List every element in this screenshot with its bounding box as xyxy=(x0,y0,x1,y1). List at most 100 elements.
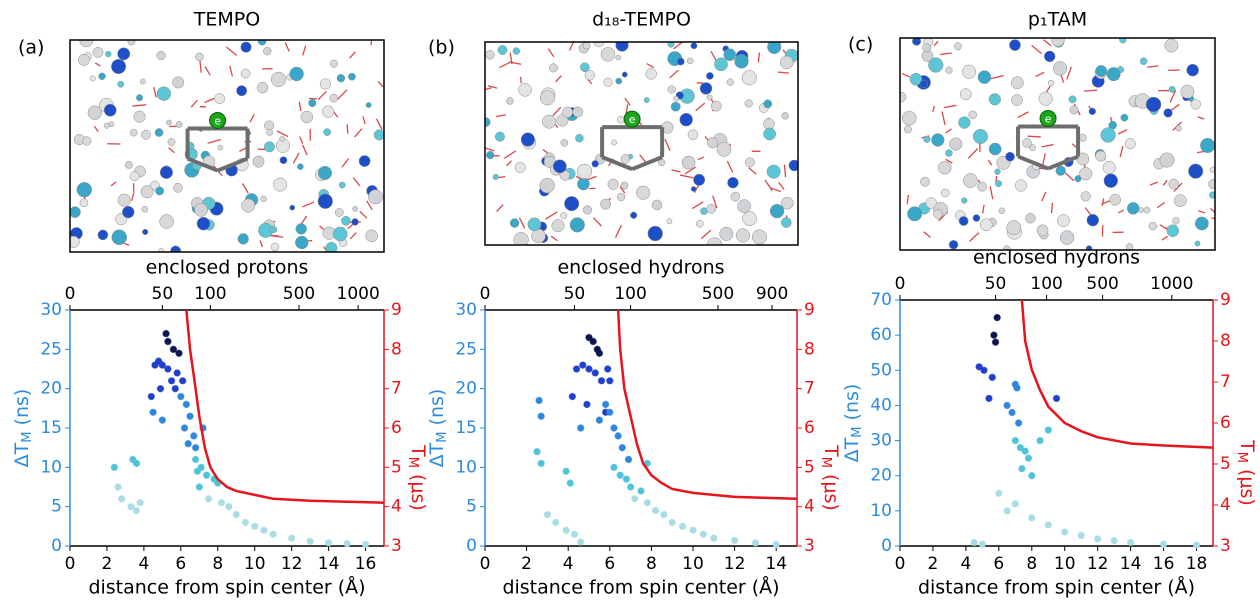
scatter-point xyxy=(990,331,998,339)
atom xyxy=(958,116,971,129)
atom xyxy=(690,186,697,192)
bond xyxy=(987,159,993,166)
atom xyxy=(317,165,332,180)
bond xyxy=(366,200,373,211)
atom xyxy=(699,82,713,95)
panel-title: d₁₈-TEMPO xyxy=(592,9,691,31)
atom xyxy=(569,217,585,233)
atom xyxy=(763,99,773,109)
bond xyxy=(317,90,327,101)
x-tick-label: 12 xyxy=(1087,554,1109,574)
x2-axis-label: enclosed protons xyxy=(146,257,309,279)
scatter-point xyxy=(147,392,155,401)
bond xyxy=(485,190,486,192)
x-tick-label: 10 xyxy=(1054,554,1076,574)
scatter-point xyxy=(537,459,545,468)
bond xyxy=(1041,191,1047,202)
y-label-main: ΔT xyxy=(426,442,448,467)
atom xyxy=(129,128,138,137)
y-tick-label: 20 xyxy=(870,466,892,486)
atom xyxy=(1068,95,1077,104)
scatter-point xyxy=(164,365,172,373)
atom xyxy=(706,94,713,101)
bond xyxy=(700,229,712,239)
image-border xyxy=(484,41,799,246)
bond xyxy=(506,160,513,167)
atom xyxy=(1175,125,1182,132)
scatter-point xyxy=(190,432,198,440)
atom xyxy=(1103,173,1118,188)
scatter-point xyxy=(1011,436,1020,445)
atom xyxy=(1085,245,1093,250)
atom xyxy=(1106,67,1121,82)
atom xyxy=(240,41,252,53)
scatter-point xyxy=(195,483,203,491)
y-axis-label: ΔTM (ns) xyxy=(11,389,35,468)
atom xyxy=(912,38,922,46)
bond xyxy=(906,194,909,205)
scatter-point xyxy=(169,345,178,354)
spin-label: e xyxy=(1045,113,1052,126)
scatter-point xyxy=(552,518,560,527)
atom xyxy=(735,228,750,243)
bond xyxy=(757,52,761,63)
bond xyxy=(664,138,671,151)
atom xyxy=(1078,133,1087,142)
y2-tick-label: 3 xyxy=(1220,536,1231,556)
atom xyxy=(492,173,499,180)
atom xyxy=(988,142,1002,156)
y-tick-label: 0 xyxy=(51,536,62,556)
bond xyxy=(555,75,562,83)
atom xyxy=(1166,224,1180,237)
atom xyxy=(767,42,782,54)
x-tick-label: 12 xyxy=(281,554,303,574)
atom xyxy=(514,161,526,173)
y2-tick-label: 9 xyxy=(804,300,815,320)
bond xyxy=(1101,198,1105,207)
atom xyxy=(744,157,755,168)
scatter-point xyxy=(158,361,167,369)
x2-tick-label: 0 xyxy=(480,284,491,304)
atom xyxy=(1102,160,1116,175)
y2-tick-label: 5 xyxy=(1220,454,1231,474)
scatter-point xyxy=(127,502,135,511)
atom xyxy=(781,196,794,210)
scatter-point xyxy=(668,518,676,527)
atom xyxy=(700,207,708,215)
atom xyxy=(156,86,172,101)
atom xyxy=(636,185,651,200)
bond xyxy=(110,181,117,187)
bond xyxy=(349,232,357,240)
bond xyxy=(542,149,549,154)
atom xyxy=(577,177,590,191)
atom xyxy=(651,199,663,211)
scatter-point xyxy=(1013,384,1021,392)
x-axis-label: distance from spin center (Å) xyxy=(502,576,779,599)
bond xyxy=(375,118,383,130)
scatter-point xyxy=(204,495,213,503)
atom xyxy=(998,207,1006,214)
atom xyxy=(542,114,556,129)
atom xyxy=(903,125,912,134)
x2-tick-label: 50 xyxy=(564,284,586,304)
atom xyxy=(217,144,224,151)
atom xyxy=(539,177,555,194)
atom xyxy=(486,151,495,160)
atom xyxy=(124,160,133,169)
bond xyxy=(550,235,558,242)
atom xyxy=(1010,76,1024,90)
scatter-point xyxy=(678,522,687,531)
bond xyxy=(1197,116,1205,120)
atom xyxy=(1180,84,1195,99)
scatter-point xyxy=(595,349,604,357)
molecule-image: e xyxy=(70,40,384,252)
bond xyxy=(941,111,946,126)
atom xyxy=(1074,175,1082,183)
y2-tick-label: 4 xyxy=(391,497,402,517)
scatter-point xyxy=(232,510,240,519)
atom xyxy=(945,66,953,74)
y-tick-label: 10 xyxy=(40,457,62,477)
atom xyxy=(365,229,378,243)
atom xyxy=(995,180,1003,188)
atom xyxy=(977,70,992,84)
